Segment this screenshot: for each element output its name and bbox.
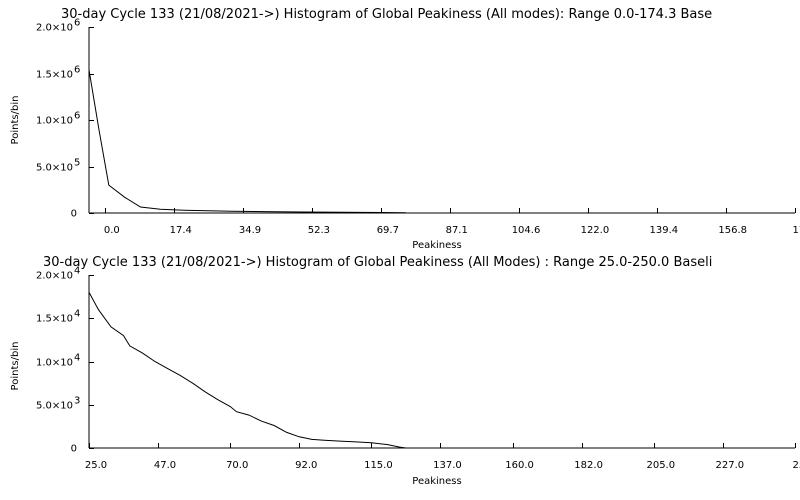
bottom-x-axis-label: Peakiness [412,476,461,487]
top-x-tick-label: 156.8 [718,225,747,236]
top-y-tick-exponent: 5 [74,158,80,169]
top-y-tick-label: 1.5×10 [36,70,73,81]
top-x-tick-label: 104.6 [512,225,541,236]
bottom-y-tick-exponent: 4 [74,353,80,364]
top-histogram-series-line [88,69,406,214]
bottom-x-tick-label: 115.0 [364,460,393,471]
bottom-y-tick-exponent: 3 [74,396,80,407]
top-y-tick-label: 2.0×10 [36,23,73,34]
bottom-x-tick-label: 227.0 [716,460,745,471]
bottom-y-tick-exponent: 4 [74,309,80,320]
top-x-tick-label: 122.0 [581,225,610,236]
bottom-x-tick-label: 205.0 [646,460,675,471]
bottom-y-tick-label: 1.0×10 [36,358,73,369]
bottom-histogram-series-line [88,292,406,449]
bottom-x-tick-label: 137.0 [433,460,462,471]
top-y-tick-exponent: 6 [74,65,80,76]
top-y-tick-label: 1.0×10 [36,116,73,127]
bottom-x-tick-label: 182.0 [574,460,603,471]
bottom-x-tick-label: 250 [792,460,800,471]
bottom-x-tick-label: 70.0 [226,460,248,471]
bottom-histogram-title: 30-day Cycle 133 (21/08/2021->) Histogra… [43,255,712,270]
top-x-tick-label: 174 [792,225,800,236]
bottom-y-axis-label: Points/bin [10,342,21,391]
top-histogram-panel: 30-day Cycle 133 (21/08/2021->) Histogra… [10,7,800,251]
bottom-y-tick-label: 5.0×10 [36,401,73,412]
top-y-tick-exponent: 6 [74,111,80,122]
bottom-x-tick-label: 25.0 [85,460,107,471]
top-x-tick-label: 17.4 [170,225,192,236]
top-x-tick-label: 52.3 [308,225,330,236]
bottom-y-tick-label: 1.5×10 [36,314,73,325]
bottom-y-tick-label: 2.0×10 [36,271,73,282]
top-x-tick-label: 34.9 [239,225,261,236]
top-x-tick-label: 87.1 [446,225,468,236]
bottom-histogram-panel: 30-day Cycle 133 (21/08/2021->) Histogra… [10,255,800,487]
bottom-x-tick-label: 92.0 [295,460,317,471]
bottom-y-tick-exponent: 4 [74,266,80,277]
bottom-x-tick-label: 47.0 [154,460,176,471]
bottom-x-tick-label: 160.0 [505,460,534,471]
top-y-tick-label: 5.0×10 [36,163,73,174]
top-y-tick-label: 0 [71,209,77,220]
top-y-tick-exponent: 6 [74,18,80,29]
top-x-tick-label: 0.0 [104,225,120,236]
top-x-axis-label: Peakiness [412,240,461,251]
top-x-tick-label: 139.4 [649,225,678,236]
top-y-axis-label: Points/bin [10,96,21,145]
top-histogram-title: 30-day Cycle 133 (21/08/2021->) Histogra… [61,7,712,22]
bottom-y-tick-label: 0 [71,444,77,455]
top-x-tick-label: 69.7 [377,225,399,236]
